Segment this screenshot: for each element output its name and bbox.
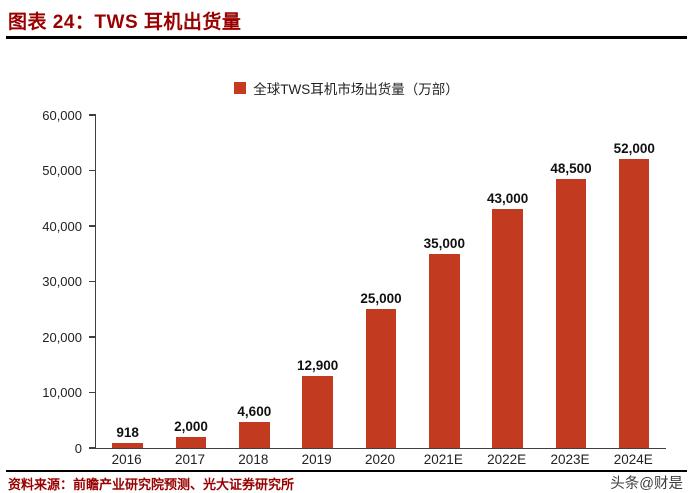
x-tick-label: 2017 — [174, 452, 206, 467]
x-tick-label: 2016 — [111, 452, 142, 467]
bar-column: 35,000 — [413, 115, 476, 448]
bar-value-label: 4,600 — [237, 404, 272, 420]
x-tick-label: 2020 — [364, 452, 395, 467]
bar — [365, 309, 397, 448]
x-tick-label: 2023E — [550, 452, 590, 467]
x-tick-label: 2022E — [487, 452, 527, 467]
bar-column: 43,000 — [476, 115, 539, 448]
bar-column: 25,000 — [349, 115, 412, 448]
bar-column: 4,600 — [223, 115, 286, 448]
y-tick-label: 60,000 — [42, 107, 82, 123]
y-tick-mark — [89, 391, 96, 394]
y-tick-mark — [89, 225, 96, 227]
legend-label: 全球TWS耳机市场出货量（万部） — [253, 82, 459, 97]
bar-value-label: 35,000 — [423, 235, 465, 251]
bar-value-label: 43,000 — [486, 191, 529, 207]
bar — [302, 376, 333, 448]
bar — [175, 436, 207, 448]
bar — [492, 209, 523, 448]
x-tick-label: 2024E — [613, 452, 653, 467]
bar-value-label: 52,000 — [613, 141, 655, 157]
y-tick-label: 40,000 — [42, 218, 82, 234]
bar-column: 52,000 — [603, 115, 666, 448]
chart-title: 图表 24：TWS 耳机出货量 — [8, 12, 242, 33]
y-tick-mark — [89, 447, 96, 449]
bar — [555, 178, 587, 448]
bar-column: 12,900 — [286, 115, 349, 448]
watermark: 头条@财是 — [610, 476, 683, 492]
plot-area: 918 2,000 4,600 12,900 25,000 35,000 43,000 48,… — [89, 114, 666, 449]
source-note: 资料来源：前瞻产业研究院预测、光大证券研究所 — [8, 477, 295, 492]
bar-value-label: 918 — [116, 424, 139, 440]
bar-column: 2,000 — [159, 115, 222, 448]
bar-column: 48,500 — [539, 115, 602, 448]
bar — [619, 159, 650, 448]
x-tick-label: 2021E — [423, 452, 463, 467]
y-tick-label: 0 — [74, 440, 82, 456]
chart-legend: 全球TWS耳机市场出货量（万部） — [0, 78, 693, 98]
legend-swatch-icon — [234, 82, 247, 94]
footer-divider — [6, 470, 687, 472]
bar-column: 918 — [96, 115, 159, 448]
y-tick-label: 10,000 — [42, 385, 82, 400]
y-tick-mark — [89, 169, 96, 172]
bar-value-label: 2,000 — [174, 418, 208, 434]
y-tick-mark — [89, 280, 96, 283]
y-tick-mark — [89, 336, 96, 338]
bar — [112, 442, 143, 448]
y-axis: 0 10,000 20,000 30,000 40,000 50,000 60,000 — [0, 108, 88, 456]
x-tick-label: 2019 — [301, 452, 332, 467]
bar-value-label: 25,000 — [360, 291, 402, 307]
bar — [429, 253, 460, 448]
y-tick-label: 20,000 — [42, 329, 82, 345]
bar-value-label: 48,500 — [550, 160, 592, 176]
y-tick-mark — [89, 114, 96, 116]
x-tick-label: 2018 — [238, 452, 269, 467]
bar — [239, 422, 270, 448]
bar-value-label: 12,900 — [297, 358, 339, 374]
x-axis: 2016 2017 2018 2019 2020 2021E 2022E 2023E 2024E — [95, 452, 665, 467]
y-tick-label: 50,000 — [42, 163, 82, 178]
y-tick-label: 30,000 — [42, 274, 82, 289]
title-divider — [6, 36, 687, 39]
